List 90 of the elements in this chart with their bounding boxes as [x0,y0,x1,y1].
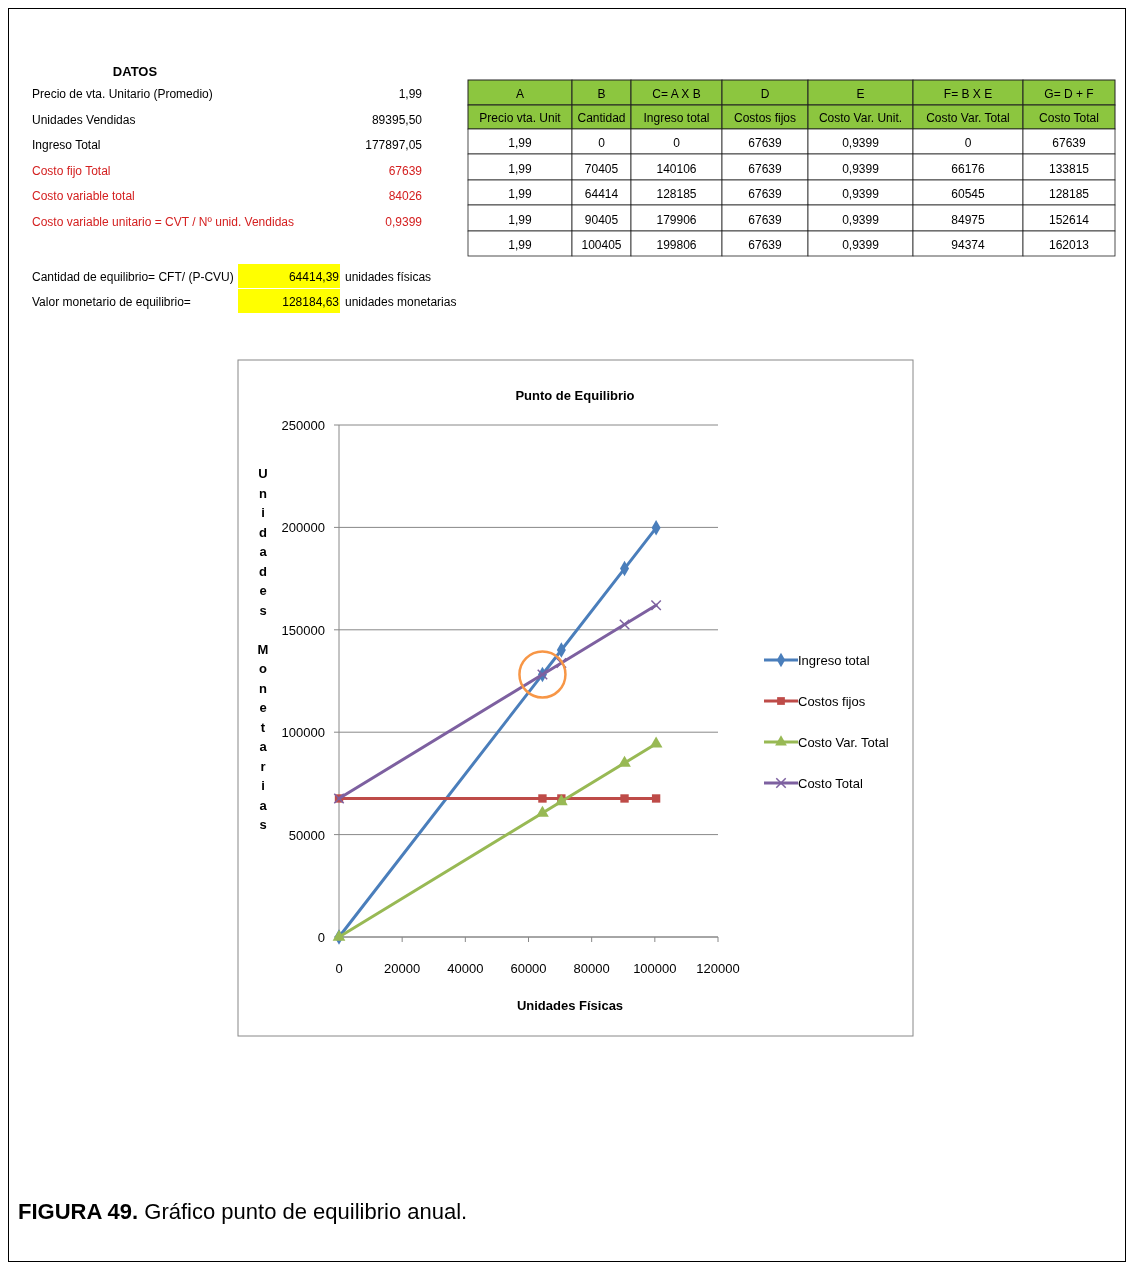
text: 0,9399 [842,213,879,227]
x-axis-title: Unidades Físicas [516,998,624,1013]
text: 100405 [581,238,622,252]
legend-label: Ingreso total [798,653,870,668]
text: 133815 [1048,162,1090,176]
y-tick-label: 150000 [281,622,325,638]
chart-title: Punto de Equilibrio [515,388,635,403]
text: 60545 [951,187,985,201]
text: 1,99 [508,187,532,201]
text: 0 [964,136,972,150]
text: A [515,87,525,101]
text: Gráfico punto de equilibrio anual. [138,1199,468,1224]
text: Ingreso total [643,111,710,125]
text: 67639 [748,162,782,176]
text: Costo Var. Total [926,111,1010,125]
text: 179906 [656,213,697,227]
y-tick-label: 200000 [281,520,325,536]
text: 64414,39 [288,270,340,284]
text: Costos fijos [733,111,797,125]
text: 0 [673,136,680,150]
text: 1,99 [508,238,532,252]
text: Precio de vta. Unitario (Promedio) [32,87,213,101]
text: 67639 [748,238,782,252]
text: Costo Var. Unit. [818,111,903,125]
text: Costo fijo Total [32,163,111,178]
x-tick-label: 40000 [447,961,484,976]
text: Costo Total [1039,111,1099,125]
text: Unidades Vendidas [32,112,136,127]
text: 67639 [1052,136,1086,150]
y-tick-label: 0 [317,930,325,945]
text: 90405 [584,213,619,227]
x-tick-label: 80000 [573,961,610,976]
text: DATOS [112,64,158,79]
legend-label: Costo Var. Total [798,735,889,750]
text: 67639 [388,163,423,178]
text: F= B X E [943,87,993,101]
text: 177897,05 [365,138,423,153]
text: 89395,50 [371,112,423,127]
text: Costo variable total [32,189,135,204]
x-tick-label: 60000 [510,961,547,976]
text: B [597,87,606,101]
text: C= A X B [652,87,701,101]
text: 0,9399 [385,215,423,229]
text: D [760,87,770,101]
text: Costo variable unitario = CVT / Nº unid. Vendidas [32,215,294,229]
y-axis-title: Unidades Monetarias [255,466,271,837]
text: 128184,63 [282,295,340,309]
text: 84026 [388,189,423,204]
text: 0,9399 [842,238,879,252]
text: 199806 [656,238,697,252]
text: 94374 [951,238,985,252]
text: 84975 [951,213,985,227]
text: 162013 [1048,238,1090,252]
text: 1,99 [398,87,423,101]
y-tick-label: 100000 [281,725,325,741]
text: unidades monetarias [345,295,457,309]
text: 140106 [656,162,697,176]
text: unidades físicas [345,270,432,284]
text: 67639 [748,187,782,201]
text: 152614 [1048,213,1090,227]
x-tick-label: 120000 [696,961,740,976]
text: 1,99 [508,162,532,176]
legend-label: Costo Total [798,776,863,791]
text: 67639 [748,136,782,150]
legend-label: Costos fijos [798,694,866,709]
text: Cantidad de equilibrio= CFT/ (P-CVU) [32,270,234,284]
text: 64414 [584,187,619,201]
text: 0 [598,136,605,150]
text: Precio vta. Unit [479,111,561,125]
text: 0,9399 [842,187,879,201]
text: 1,99 [508,136,532,150]
text: Ingreso Total [32,138,101,153]
text: 70405 [584,162,619,176]
text: 128185 [656,187,697,201]
text: 67639 [748,213,782,227]
y-tick-label: 50000 [288,827,325,843]
text: 0,9399 [842,136,879,150]
x-tick-label: 20000 [384,961,421,976]
x-tick-label: 0 [335,961,343,976]
text: Cantidad [577,111,626,125]
text: E [856,87,865,101]
y-tick-label: 250000 [281,418,325,433]
text: 1,99 [508,213,532,227]
text: 0,9399 [842,162,879,176]
text: FIGURA 49. [18,1199,139,1224]
text: 66176 [951,162,985,176]
x-tick-label: 100000 [633,961,677,976]
text: 128185 [1048,187,1090,201]
text: Valor monetario de equilibrio= [32,295,191,309]
text: G= D + F [1044,87,1094,101]
